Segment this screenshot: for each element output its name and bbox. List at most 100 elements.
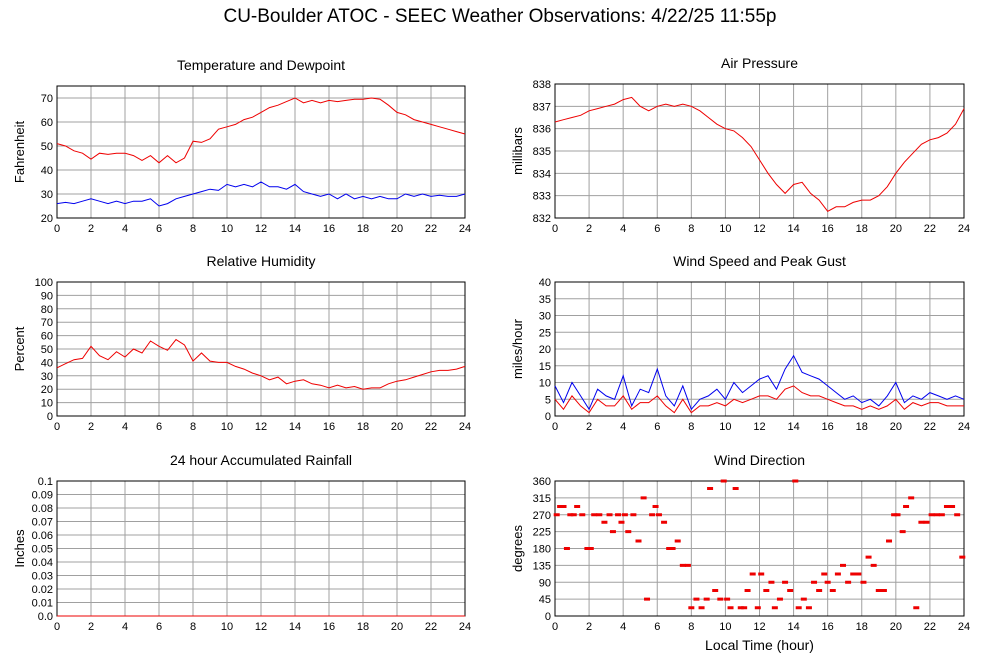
- direction-point: [787, 589, 794, 592]
- x-tick-label: 6: [156, 223, 162, 235]
- direction-point: [553, 513, 560, 517]
- x-tick-label: 20: [391, 421, 403, 433]
- x-tick-label: 8: [688, 223, 694, 235]
- direction-point: [679, 563, 686, 567]
- direction-point: [754, 606, 761, 610]
- y-axis-label: Inches: [12, 529, 27, 568]
- direction-point: [724, 597, 731, 601]
- x-tick-label: 0: [552, 621, 558, 633]
- direction-point: [840, 563, 847, 567]
- y-tick-label: 270: [533, 510, 551, 522]
- x-tick-label: 4: [620, 421, 626, 433]
- y-axis-label: miles/hour: [510, 318, 525, 379]
- x-tick-label: 18: [357, 421, 369, 433]
- direction-point: [821, 572, 828, 576]
- x-tick-label: 22: [425, 621, 437, 633]
- direction-point: [596, 513, 603, 517]
- direction-point: [923, 520, 930, 524]
- direction-point: [618, 520, 625, 524]
- direction-point: [717, 597, 724, 601]
- direction-point: [661, 520, 668, 524]
- x-tick-label: 16: [323, 421, 335, 433]
- x-tick-label: 0: [552, 223, 558, 235]
- direction-point: [834, 572, 841, 576]
- direction-point: [850, 572, 857, 576]
- y-tick-label: 225: [533, 527, 551, 539]
- direction-point: [875, 589, 882, 592]
- direction-point: [579, 513, 586, 517]
- y-tick-label: 20: [539, 344, 551, 356]
- x-tick-label: 4: [122, 621, 128, 633]
- x-tick-label: 22: [425, 223, 437, 235]
- y-tick-label: 100: [35, 277, 53, 289]
- panel-title: Wind Speed and Peak Gust: [673, 253, 846, 269]
- direction-point: [860, 580, 867, 584]
- direction-point: [703, 597, 710, 601]
- panel-title: Wind Direction: [714, 452, 805, 468]
- x-tick-label: 12: [255, 621, 267, 633]
- y-tick-label: 315: [533, 493, 551, 505]
- x-tick-label: 24: [459, 223, 471, 235]
- direction-point: [891, 513, 898, 517]
- direction-point: [933, 513, 940, 517]
- x-tick-label: 10: [221, 621, 233, 633]
- x-tick-label: 18: [856, 421, 868, 433]
- x-tick-label: 16: [822, 421, 834, 433]
- direction-point: [655, 513, 662, 517]
- y-tick-label: 0: [545, 411, 551, 423]
- x-tick-label: 4: [122, 421, 128, 433]
- direction-point: [584, 547, 591, 550]
- x-tick-label: 10: [719, 621, 731, 633]
- x-tick-label: 12: [255, 223, 267, 235]
- x-tick-label: 20: [890, 621, 902, 633]
- x-tick-label: 24: [958, 621, 970, 633]
- y-tick-label: 70: [41, 317, 53, 329]
- x-tick-label: 12: [753, 223, 765, 235]
- y-tick-label: 0.05: [32, 544, 53, 556]
- panel-rainfall: 0 2 4 6 8 10 12 14 16 18 20 22 240.00.010.020.030.04…: [12, 452, 471, 633]
- direction-point: [557, 505, 564, 508]
- x-axis-label: Local Time (hour): [705, 637, 814, 653]
- y-tick-label: 45: [539, 594, 551, 606]
- direction-point: [938, 513, 945, 517]
- y-tick-label: 0.06: [32, 530, 53, 542]
- direction-point: [684, 563, 691, 567]
- direction-point: [899, 530, 906, 534]
- y-tick-label: 50: [41, 344, 53, 356]
- y-tick-label: 360: [533, 476, 551, 488]
- y-tick-label: 5: [545, 394, 551, 406]
- direction-point: [805, 606, 812, 610]
- x-tick-label: 0: [552, 421, 558, 433]
- direction-point: [870, 563, 877, 567]
- panel-title: 24 hour Accumulated Rainfall: [170, 452, 352, 468]
- y-tick-label: 50: [41, 141, 53, 153]
- y-tick-label: 70: [41, 93, 53, 105]
- y-tick-label: 15: [539, 361, 551, 373]
- x-tick-label: 16: [822, 223, 834, 235]
- y-tick-label: 60: [41, 117, 53, 129]
- x-tick-label: 22: [924, 421, 936, 433]
- x-tick-label: 24: [459, 421, 471, 433]
- direction-point: [693, 597, 700, 601]
- x-tick-label: 10: [719, 421, 731, 433]
- direction-point: [720, 479, 727, 483]
- direction-point: [959, 555, 966, 559]
- direction-point: [644, 597, 651, 601]
- series-line: [554, 354, 965, 411]
- direction-point: [570, 513, 577, 517]
- direction-point: [712, 589, 719, 592]
- panel-wind-direction: 0 2 4 6 8 10 12 14 16 18 20 22 240459013518022527031…: [510, 452, 970, 653]
- x-tick-label: 0: [54, 223, 60, 235]
- direction-point: [782, 580, 789, 584]
- y-axis-label: millibars: [510, 127, 525, 175]
- direction-point: [560, 505, 567, 508]
- direction-point: [669, 547, 676, 550]
- y-axis-label: Fahrenheit: [12, 121, 27, 184]
- x-tick-label: 20: [391, 621, 403, 633]
- x-tick-label: 8: [190, 621, 196, 633]
- y-tick-label: 40: [41, 165, 53, 177]
- x-tick-label: 24: [459, 621, 471, 633]
- x-tick-label: 24: [958, 421, 970, 433]
- direction-point: [954, 513, 961, 517]
